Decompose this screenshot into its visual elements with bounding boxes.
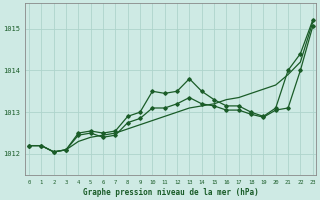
X-axis label: Graphe pression niveau de la mer (hPa): Graphe pression niveau de la mer (hPa) [83, 188, 259, 197]
